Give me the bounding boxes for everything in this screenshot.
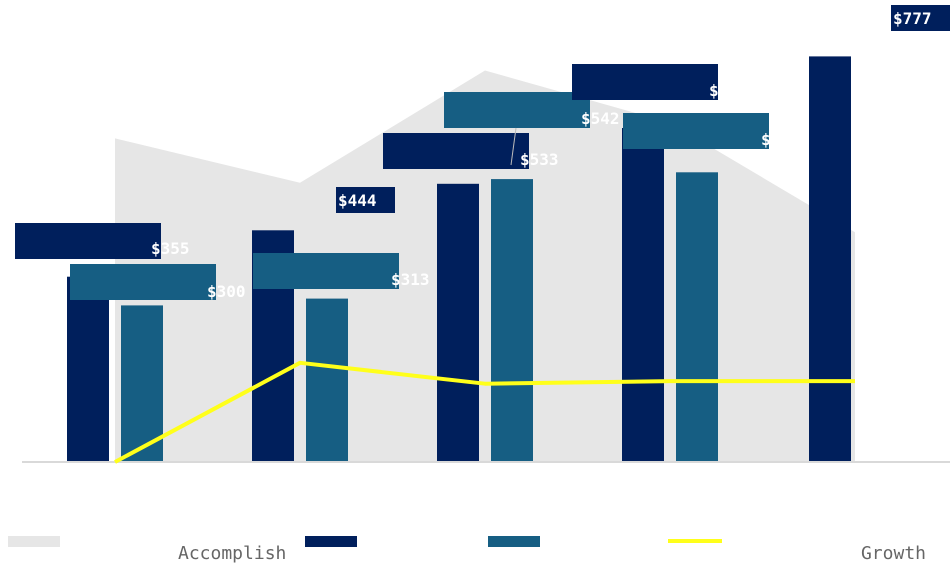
data-label-box-2 [383,133,529,169]
legend-label-growth: Growth [861,543,926,564]
data-label-box-8 [623,113,769,149]
data-label-box-5 [70,264,216,300]
line-growth [114,360,855,464]
data-label-3: $640 [709,81,748,100]
data-label-box-4 [891,5,950,31]
bar-series1-3 [622,128,664,462]
bar-series1-0 [67,276,109,462]
data-labels: $355 $300 $444 $313 $533 $542 $640 $555 $777 [15,5,950,301]
bar-series2-2 [491,179,533,462]
data-label-5: $300 [207,282,246,301]
bar-series [67,56,851,463]
bar-series1-2 [437,183,479,463]
legend-swatch-accomplish [8,536,60,547]
data-label-6: $313 [391,270,430,289]
data-label-2: $533 [520,150,559,169]
legend-swatch-series-3 [488,536,540,547]
data-label-box-7 [444,92,590,128]
bar-series1-4 [809,56,851,463]
data-label-box-6 [253,253,399,289]
legend-swatch-series-2 [305,536,357,547]
data-label-7: $542 [581,109,620,128]
bar-series2-0 [121,305,163,462]
data-label-box-1 [336,187,395,213]
data-label-box-3 [572,64,718,100]
legend: Accomplish Growth [8,536,926,564]
data-label-8: $555 [761,130,800,149]
bar-series2-1 [306,298,348,462]
data-label-4: $777 [893,9,932,28]
data-label-0: $355 [151,239,190,258]
bar-series2-3 [676,172,718,463]
data-label-box-0 [15,223,161,259]
legend-label-accomplish: Accomplish [178,543,286,564]
leader-line [510,127,517,166]
data-label-1: $444 [338,191,377,210]
line-series [114,360,855,464]
